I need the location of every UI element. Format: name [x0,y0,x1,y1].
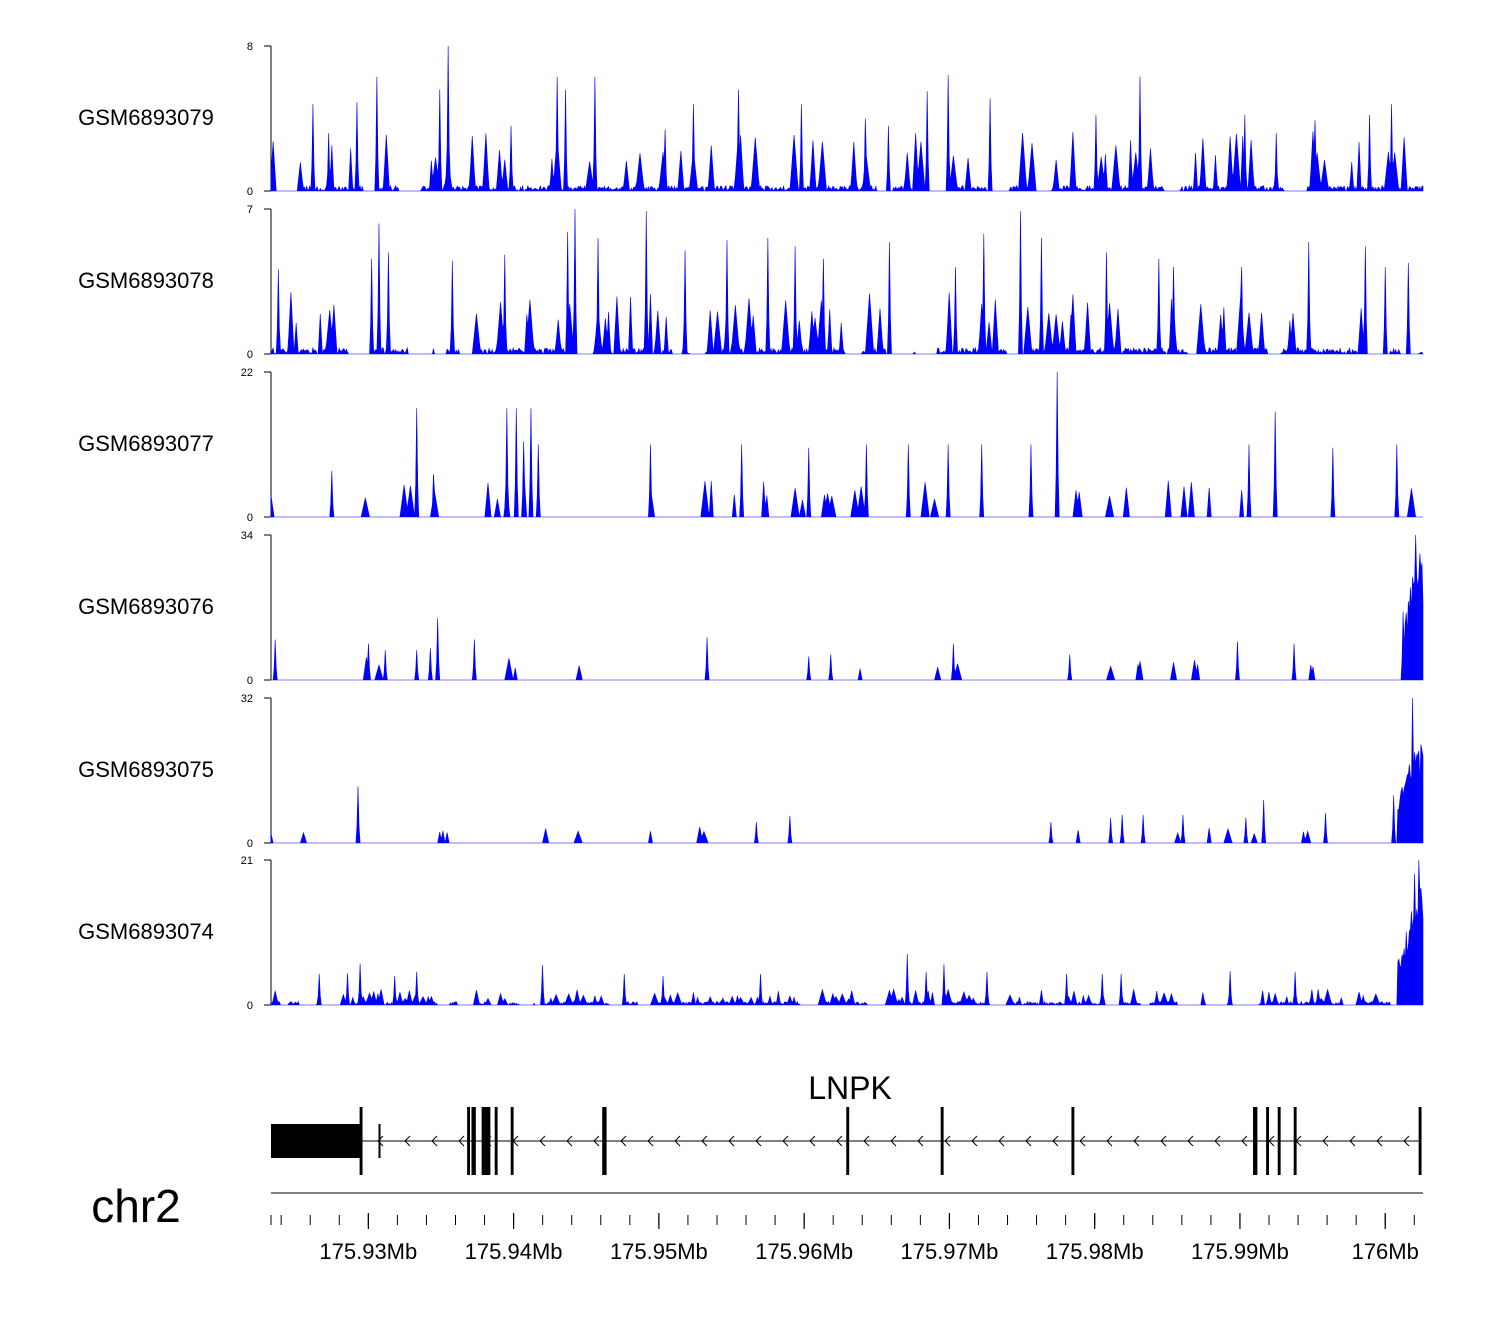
axis-tick-label: 176Mb [1352,1239,1419,1264]
track-label: GSM6893079 [78,105,214,130]
strand-arrow [1376,1135,1383,1147]
strand-arrow [1025,1135,1032,1147]
genome-axis: chr2 175.93Mb 175.94Mb 175.95Mb 175.96Mb 175… [91,1180,1423,1264]
strand-arrow [593,1135,600,1147]
strand-arrow [809,1135,816,1147]
y-axis-min-label: 0 [247,512,253,524]
gene-exon [602,1107,607,1175]
track-GSM6893079: GSM6893079 8 0 [78,41,1424,198]
strand-arrow [620,1135,627,1147]
strand-arrow [674,1135,681,1147]
gene-exon [494,1107,498,1175]
strand-arrow [1052,1135,1059,1147]
strand-arrow [1214,1135,1221,1147]
strand-arrow [1349,1135,1356,1147]
gene-label: LNPK [808,1070,892,1106]
coverage-area [270,859,1424,1006]
strand-arrow [431,1135,438,1147]
y-axis-max-label: 32 [241,693,253,705]
strand-arrow [539,1135,546,1147]
track-GSM6893076: GSM6893076 34 0 [78,530,1424,687]
coverage-area [271,534,1424,681]
y-axis-max-label: 34 [241,530,253,542]
coverage-area [270,45,1424,193]
gene-exon [481,1107,485,1175]
axis-tick-label: 175.95Mb [610,1239,708,1264]
track-GSM6893077: GSM6893077 22 0 [78,367,1423,524]
track-GSM6893078: GSM6893078 7 0 [78,204,1424,361]
strand-arrow [377,1135,384,1147]
coverage-tracks: GSM689307980GSM689307870GSM6893077220GSM… [78,41,1424,1012]
gene-exon [1253,1107,1258,1175]
chromosome-label: chr2 [91,1180,180,1232]
gene-exon [484,1107,491,1175]
coverage-area [270,371,1423,518]
axis-tick-label: 175.93Mb [319,1239,417,1264]
strand-arrow [917,1135,924,1147]
strand-arrow [647,1135,654,1147]
gene-exon-small [378,1124,381,1158]
gene-track: LNPK [271,1070,1422,1175]
y-axis-max-label: 21 [241,855,253,867]
track-label: GSM6893075 [78,757,214,782]
gene-utr-block [271,1124,362,1158]
strand-arrow [863,1135,870,1147]
track-label: GSM6893078 [78,268,214,293]
strand-arrow [998,1135,1005,1147]
strand-arrow [404,1135,411,1147]
axis-tick-label: 175.96Mb [755,1239,853,1264]
y-axis-min-label: 0 [247,349,253,361]
strand-arrow [1079,1135,1086,1147]
y-axis-max-label: 7 [247,204,253,216]
axis-tick-label: 175.98Mb [1046,1239,1144,1264]
gene-exon [467,1107,471,1175]
track-GSM6893075: GSM6893075 32 0 [78,693,1424,850]
gene-exon [1293,1107,1297,1175]
track-label: GSM6893076 [78,594,214,619]
gene-exon [1266,1107,1270,1175]
y-axis-min-label: 0 [247,186,253,198]
strand-arrow [566,1135,573,1147]
gene-exon [510,1107,514,1175]
y-axis-min-label: 0 [247,1000,253,1012]
strand-arrow [728,1135,735,1147]
strand-arrow [1322,1135,1329,1147]
gene-exon [359,1107,363,1175]
strand-arrow [782,1135,789,1147]
strand-arrow [1133,1135,1140,1147]
gene-exon [1071,1107,1075,1175]
strand-arrow [1187,1135,1194,1147]
strand-arrow [701,1135,708,1147]
track-label: GSM6893074 [78,919,214,944]
strand-arrow [755,1135,762,1147]
y-axis-max-label: 8 [247,41,253,53]
gene-exon [1277,1107,1281,1175]
strand-arrow [890,1135,897,1147]
strand-arrow [1106,1135,1113,1147]
strand-arrow [458,1135,465,1147]
gene-exon [471,1107,476,1175]
strand-arrow [971,1135,978,1147]
coverage-area [270,208,1424,355]
coverage-area [270,697,1424,844]
strand-arrow [1403,1135,1410,1147]
strand-arrow [944,1135,951,1147]
y-axis-max-label: 22 [241,367,253,379]
gene-exon [846,1107,850,1175]
strand-arrow [836,1135,843,1147]
axis-tick-label: 175.99Mb [1191,1239,1289,1264]
strand-arrow [1241,1135,1248,1147]
axis-tick-label: 175.97Mb [900,1239,998,1264]
gene-exon [940,1107,944,1175]
track-label: GSM6893077 [78,431,214,456]
strand-arrow [1160,1135,1167,1147]
y-axis-min-label: 0 [247,675,253,687]
track-GSM6893074: GSM6893074 21 0 [78,855,1424,1012]
axis-tick-label: 175.94Mb [465,1239,563,1264]
gene-exon [1418,1107,1422,1175]
y-axis-min-label: 0 [247,838,253,850]
